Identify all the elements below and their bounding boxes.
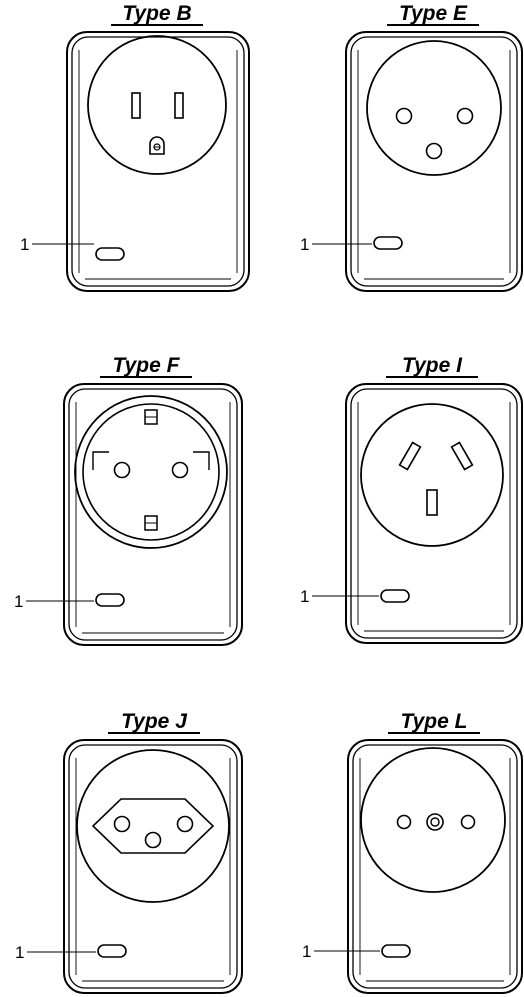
socket-face [74, 395, 228, 549]
adapter-title: Type J [121, 710, 188, 733]
housing-outer [66, 31, 250, 292]
led-indicator [95, 593, 125, 607]
slot-right [174, 92, 184, 119]
socket-circle [360, 747, 506, 893]
housing-outer [63, 739, 243, 994]
socket-circle [76, 749, 230, 903]
led-indicator [381, 944, 411, 958]
led-indicator [373, 236, 403, 250]
adapter-type-f: Type F 1 [14, 354, 243, 646]
slot-left [131, 92, 141, 119]
callout-label: 1 [302, 942, 311, 961]
pin-hole-right [456, 107, 474, 125]
callout-label: 1 [15, 943, 24, 962]
housing-inner [71, 36, 245, 287]
pin-hole-left [396, 814, 412, 830]
led-indicator [95, 247, 125, 261]
adapter-title: Type L [401, 710, 468, 733]
socket-face [76, 749, 230, 903]
earth-pin [144, 831, 162, 849]
adapter-type-e: Type E 1 [300, 2, 523, 292]
socket-circle [366, 40, 502, 176]
hexagon-recess [91, 798, 215, 854]
socket-circle [87, 35, 227, 175]
ground-pin-outline [149, 136, 165, 155]
earth-slot [426, 489, 438, 516]
slot-right [450, 441, 474, 471]
socket-face [360, 403, 504, 547]
adapter-title: Type I [402, 354, 463, 377]
pin-hole-left [395, 107, 413, 125]
housing-inner [352, 744, 518, 989]
callout-label: 1 [14, 592, 23, 611]
led-indicator [380, 589, 410, 603]
earth-hole-inner [430, 817, 440, 827]
socket-circle [74, 395, 228, 549]
pin-hole-right [171, 461, 189, 479]
adapter-type-b: Type B 1 [20, 2, 250, 292]
pin-hole-right [176, 815, 194, 833]
adapter-type-l: Type L 1 [302, 710, 523, 994]
housing-inner [68, 744, 238, 989]
earth-pin [425, 142, 443, 160]
adapter-title: Type B [122, 2, 191, 25]
housing-inner [68, 388, 238, 641]
socket-face [366, 40, 502, 176]
pin-hole-right [460, 814, 476, 830]
adapter-title: Type F [113, 354, 181, 377]
callout-label: 1 [300, 235, 309, 254]
callout-label: 1 [20, 235, 29, 254]
housing-inner [350, 36, 518, 287]
led-indicator [97, 944, 127, 958]
housing-outer [345, 31, 523, 292]
housing-outer [63, 383, 243, 646]
earth-hole-outer [426, 813, 444, 831]
recess-right-edge [193, 451, 210, 470]
pin-hole-left [113, 461, 131, 479]
housing-outer [347, 739, 523, 994]
socket-circle [360, 403, 504, 547]
callout-label: 1 [300, 587, 309, 606]
housing-inner [350, 388, 518, 639]
recess-ring [82, 403, 220, 541]
adapter-type-j: Type J 1 [15, 710, 243, 994]
adapter-type-i: Type I 1 [300, 354, 523, 644]
slot-left [398, 441, 422, 471]
socket-face [87, 35, 227, 175]
pin-hole-left [113, 815, 131, 833]
housing-outer [345, 383, 523, 644]
socket-face [360, 747, 506, 893]
adapter-title: Type E [399, 2, 468, 25]
recess-left-edge [92, 451, 109, 470]
